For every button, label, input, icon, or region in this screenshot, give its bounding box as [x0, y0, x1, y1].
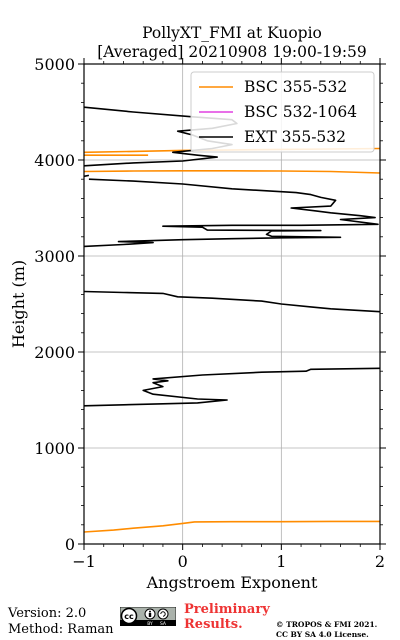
version-text: Version: 2.0 — [8, 606, 87, 621]
preliminary-note: Preliminary Results. — [184, 602, 270, 632]
chart-subtitle: [Averaged] 20210908 19:00-19:59 — [97, 43, 367, 61]
series-line-2-segment-0 — [83, 367, 381, 407]
series-lines — [83, 106, 381, 533]
x-tick-label-3: 2 — [375, 552, 385, 571]
version-info: Version: 2.0 Method: Raman — [8, 606, 114, 638]
series-line-2-segment-1 — [83, 290, 381, 313]
x-tick-label-1: 0 — [178, 552, 188, 571]
copyright-line2: CC BY SA 4.0 License. — [276, 629, 369, 639]
chart-title: PollyXT_FMI at Kuopio — [142, 24, 322, 42]
y-tick-label-1: 1000 — [34, 439, 75, 458]
copyright-line1: © TROPOS & FMI 2021. — [276, 620, 378, 629]
preliminary-line1: Preliminary — [184, 602, 270, 617]
y-axis-label: Height (m) — [9, 260, 28, 348]
y-tick-label-0: 0 — [65, 535, 75, 554]
cc-badge-by: BY — [147, 621, 153, 626]
y-tick-label-3: 3000 — [34, 247, 75, 266]
cc-badge-sa: SA — [160, 621, 167, 626]
preliminary-line2: Results. — [184, 617, 243, 632]
legend-label-1: BSC 532-1064 — [244, 103, 357, 121]
plot-frame — [83, 63, 381, 545]
legend-label-2: EXT 355-532 — [244, 128, 346, 146]
series-line-0-segment-1 — [83, 170, 381, 174]
y-tick-label-4: 4000 — [34, 151, 75, 170]
x-tick-label-0: −1 — [72, 552, 96, 571]
legend-box — [190, 71, 375, 153]
series-line-0-segment-0 — [83, 520, 380, 533]
method-text: Method: Raman — [8, 622, 114, 637]
series-line-2-segment-2 — [83, 178, 379, 248]
legend: BSC 355-532 BSC 532-1064 EXT 355-532 — [190, 71, 375, 153]
cc-by-sa-icon: cc BY SA — [120, 607, 176, 626]
legend-label-0: BSC 355-532 — [244, 78, 347, 96]
x-axis-label: Angstroem Exponent — [146, 573, 318, 592]
copyright-notice: © TROPOS & FMI 2021. CC BY SA 4.0 Licens… — [276, 620, 377, 639]
x-tick-label-2: 1 — [276, 552, 286, 571]
y-tick-label-2: 2000 — [34, 343, 75, 362]
cc-badge-cc: cc — [124, 612, 134, 621]
series-line-2-segment-3 — [83, 174, 90, 178]
y-tick-label-5: 5000 — [34, 55, 75, 74]
